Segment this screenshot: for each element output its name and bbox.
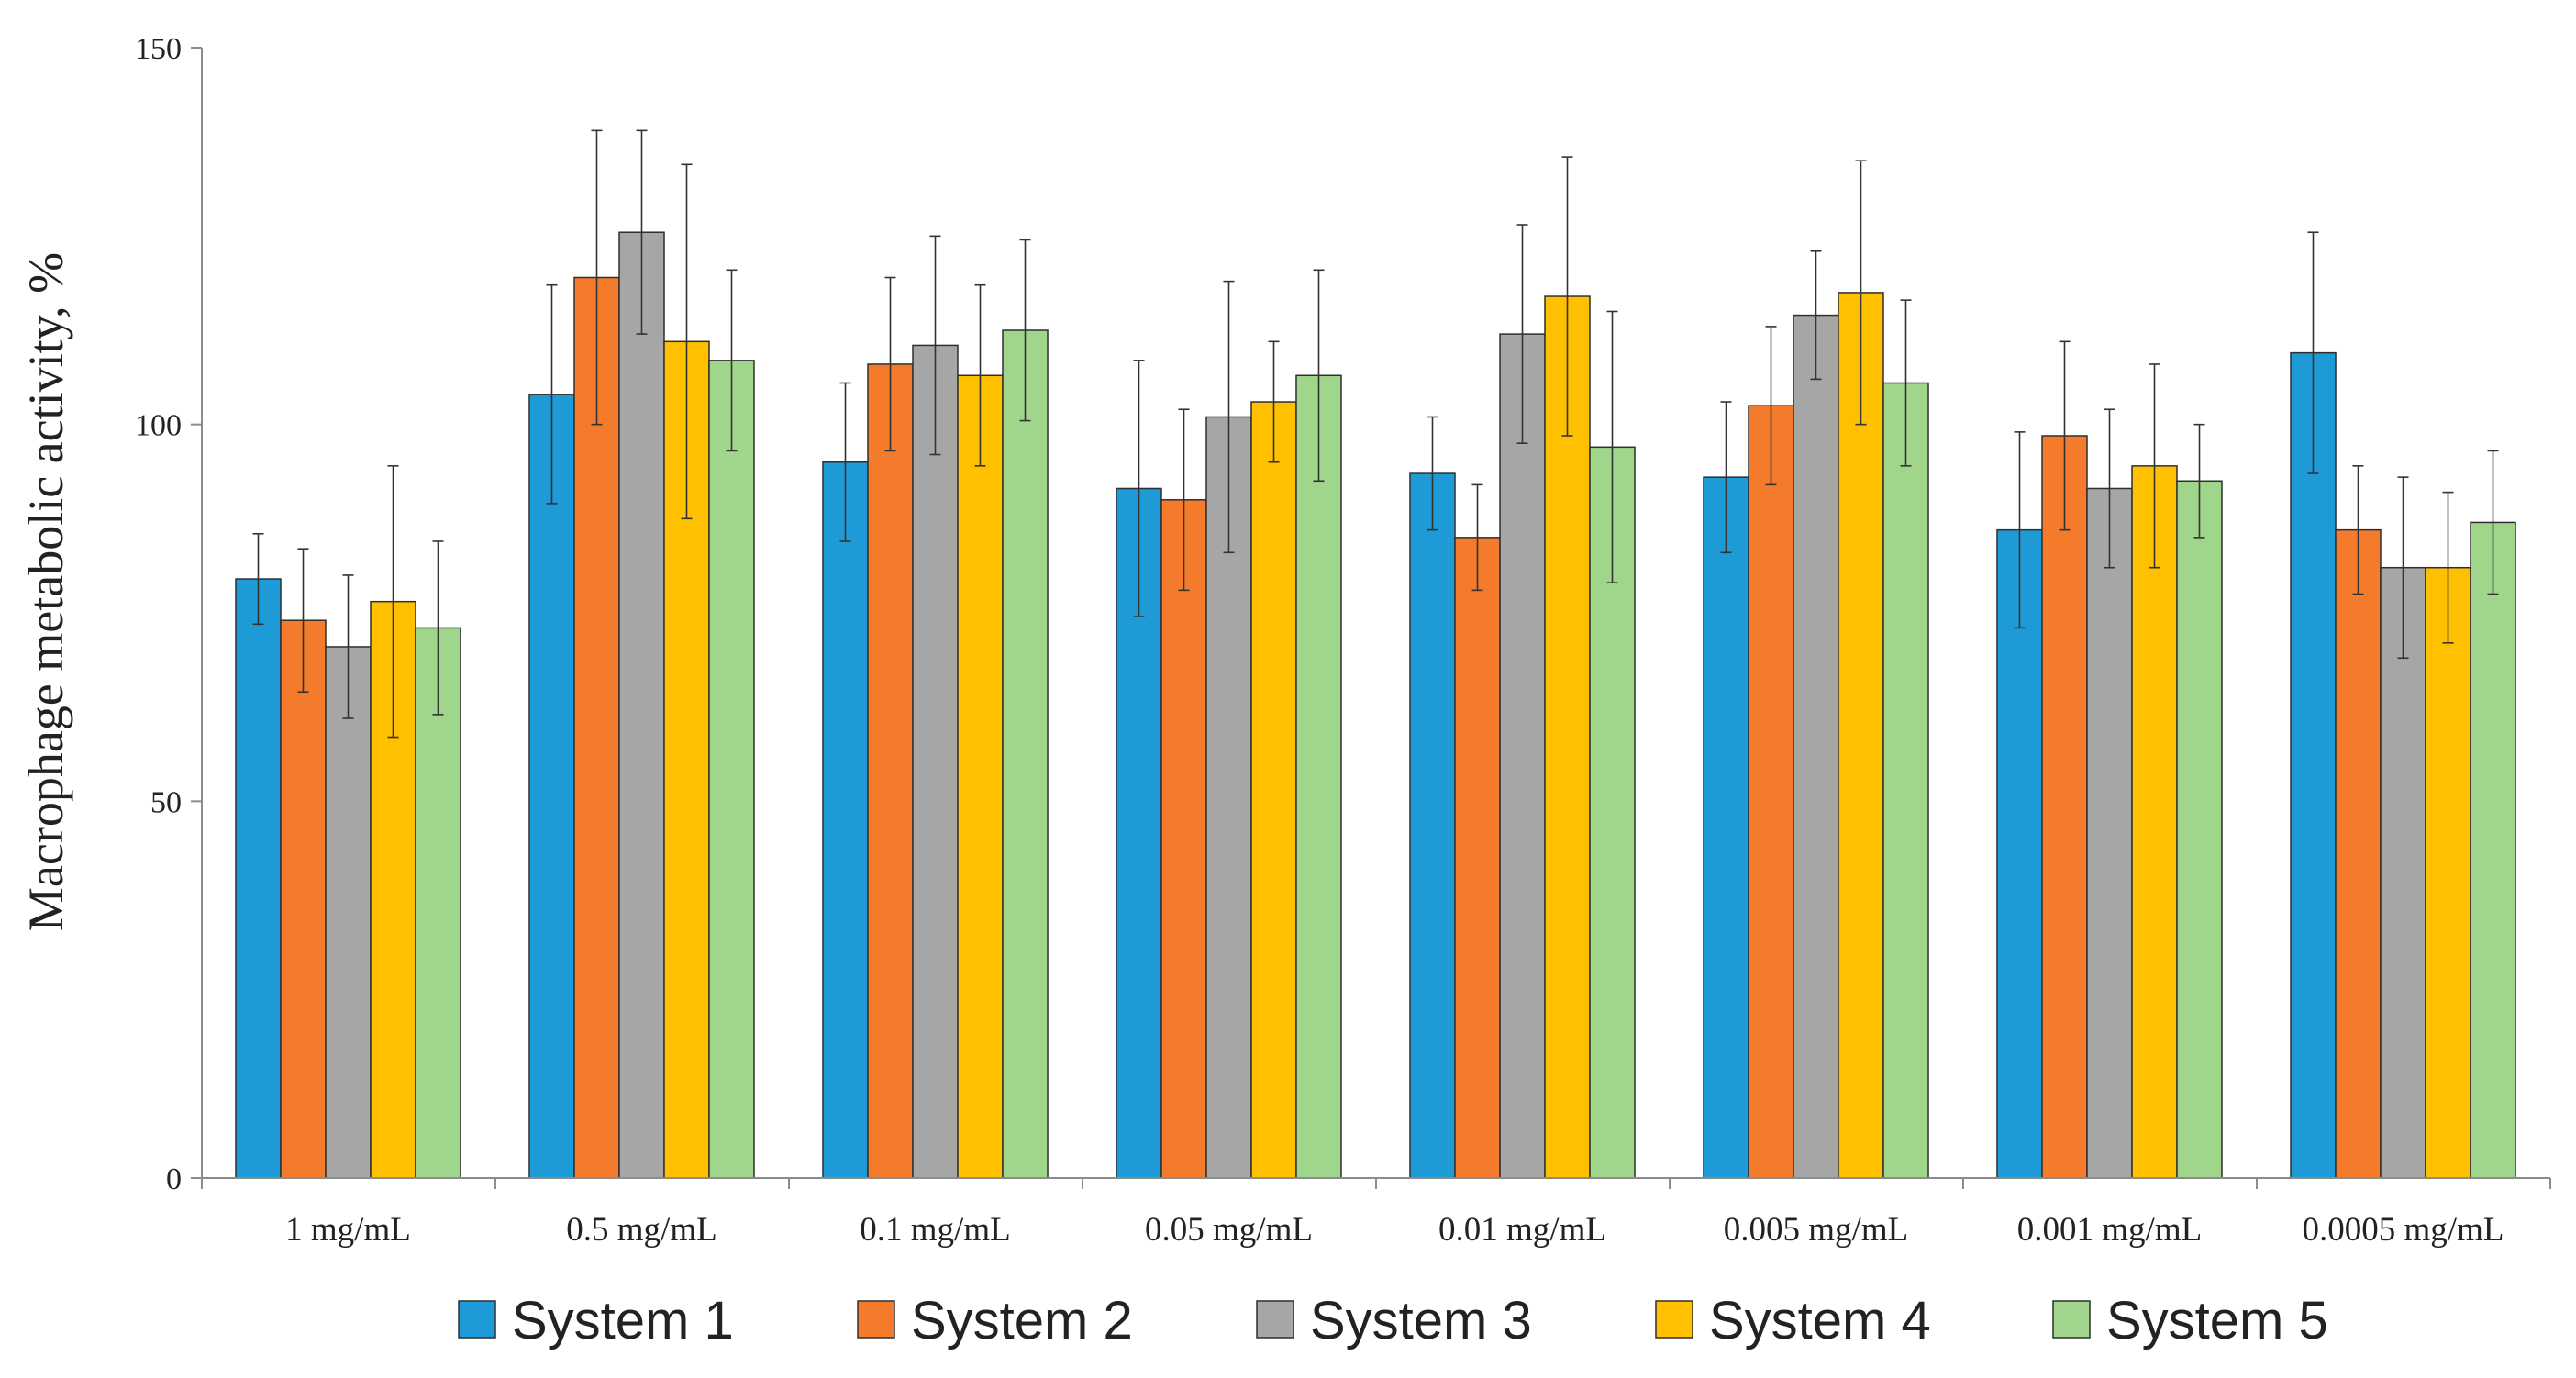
bar xyxy=(867,363,914,1179)
bar xyxy=(325,646,372,1179)
y-tick-label: 150 xyxy=(135,32,182,66)
bar xyxy=(1499,333,1546,1179)
bar xyxy=(1793,314,1839,1179)
bar xyxy=(1250,401,1297,1179)
bar xyxy=(2335,528,2382,1179)
legend-swatch xyxy=(458,1300,496,1339)
legend-label: System 2 xyxy=(911,1291,1133,1350)
bar xyxy=(2425,566,2471,1179)
bar xyxy=(2131,465,2178,1179)
legend-item: System 5 xyxy=(2052,1291,2328,1350)
bar xyxy=(1295,374,1342,1179)
x-tick-label: 0.0005 mg/mL xyxy=(2303,1211,2504,1249)
bar xyxy=(280,619,327,1179)
x-tick-label: 1 mg/mL xyxy=(285,1211,411,1249)
x-tick-label: 0.005 mg/mL xyxy=(1724,1211,1908,1249)
legend-item: System 4 xyxy=(1655,1291,1931,1350)
x-tick-label: 0.05 mg/mL xyxy=(1145,1211,1313,1249)
x-tick-label: 0.1 mg/mL xyxy=(860,1211,1010,1249)
bar xyxy=(1838,292,1884,1179)
bar xyxy=(415,627,461,1179)
x-tick-label: 0.01 mg/mL xyxy=(1438,1211,1606,1249)
bar xyxy=(528,394,575,1179)
bar xyxy=(1703,476,1749,1179)
error-bars-layer xyxy=(252,129,2499,739)
bar xyxy=(2380,566,2426,1179)
y-axis-title: Macrophage metabolic activity, % xyxy=(18,252,73,931)
y-tick-label: 0 xyxy=(166,1162,182,1196)
bar xyxy=(1002,329,1049,1179)
legend: System 1 System 2 System 3 System 4 System 5 xyxy=(458,1291,2328,1350)
legend-item: System 2 xyxy=(857,1291,1133,1350)
bar xyxy=(2176,480,2223,1179)
legend-label: System 1 xyxy=(512,1291,734,1350)
bar xyxy=(957,374,1004,1179)
bars-layer xyxy=(235,231,2516,1179)
legend-swatch xyxy=(1256,1300,1294,1339)
bar xyxy=(1454,537,1501,1179)
bar xyxy=(1748,405,1794,1179)
legend-label: System 3 xyxy=(1310,1291,1532,1350)
bar xyxy=(1160,499,1207,1179)
y-axis-title-group: Macrophage metabolic activity, % xyxy=(18,252,73,931)
y-tick-label: 100 xyxy=(135,409,182,443)
bar xyxy=(1882,382,1929,1179)
x-tick-label: 0.001 mg/mL xyxy=(2017,1211,2202,1249)
bar xyxy=(2290,351,2337,1179)
y-tick-label: 50 xyxy=(150,785,182,819)
bar xyxy=(708,360,755,1179)
axes-layer: 0 50 100 150 1 mg/mL 0.5 mg/mL 0.1 mg/mL 0.05 m… xyxy=(135,32,2551,1249)
bar xyxy=(618,231,665,1179)
legend-item: System 3 xyxy=(1256,1291,1532,1350)
bar xyxy=(822,461,869,1179)
legend-swatch xyxy=(857,1300,895,1339)
bar xyxy=(2041,435,2088,1179)
legend-swatch xyxy=(2052,1300,2091,1339)
bar xyxy=(235,578,282,1179)
bar xyxy=(2086,487,2133,1179)
legend-label: System 4 xyxy=(1709,1291,1931,1350)
legend-swatch xyxy=(1655,1300,1693,1339)
bar xyxy=(912,344,959,1179)
x-tick-label: 0.5 mg/mL xyxy=(566,1211,716,1249)
bar xyxy=(1409,472,1456,1179)
legend-item: System 1 xyxy=(458,1291,734,1350)
legend-label: System 5 xyxy=(2106,1291,2328,1350)
bar xyxy=(2470,521,2516,1179)
